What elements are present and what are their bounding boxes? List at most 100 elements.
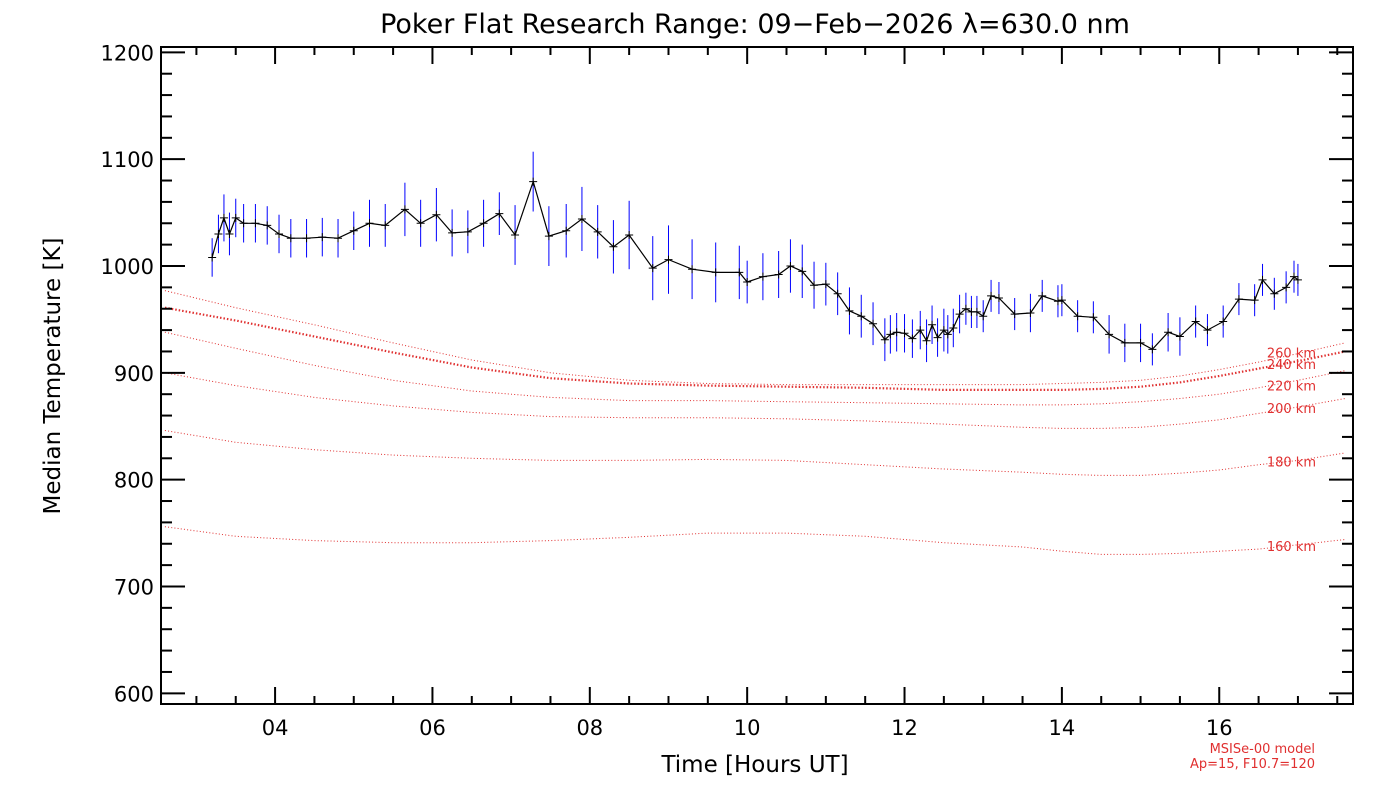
data-point xyxy=(1234,295,1243,304)
x-axis-label: Time [Hours UT] xyxy=(660,752,848,778)
measured-series xyxy=(208,151,1302,366)
y-tick-label: 1100 xyxy=(101,148,154,172)
x-tick-label: 08 xyxy=(576,716,603,740)
data-point xyxy=(365,219,374,228)
data-point xyxy=(511,231,520,240)
model-label-180-km: 180 km xyxy=(1267,455,1316,470)
data-point xyxy=(1105,330,1114,339)
data-point xyxy=(955,310,964,319)
x-tick-label: 10 xyxy=(734,716,761,740)
data-point xyxy=(1136,338,1145,347)
model-label-260-km: 260 km xyxy=(1267,347,1316,362)
data-point xyxy=(810,281,819,290)
y-tick-label: 700 xyxy=(114,575,154,599)
data-point xyxy=(1073,312,1082,321)
data-point xyxy=(880,335,889,344)
data-point xyxy=(1089,313,1098,322)
x-tick-label: 04 xyxy=(262,716,289,740)
data-point xyxy=(334,234,343,243)
x-tick-label: 12 xyxy=(891,716,918,740)
data-point xyxy=(625,231,634,240)
data-point xyxy=(1053,297,1062,306)
model-name-note: MSISe-00 model xyxy=(1210,742,1315,757)
data-point xyxy=(495,209,504,218)
data-point xyxy=(416,219,425,228)
data-point xyxy=(544,232,553,241)
data-point xyxy=(318,233,327,242)
data-point xyxy=(908,334,917,343)
data-point xyxy=(833,289,842,298)
data-point xyxy=(798,267,807,276)
y-tick-label: 600 xyxy=(114,682,154,706)
data-point xyxy=(349,226,358,235)
data-point xyxy=(648,264,657,273)
data-point xyxy=(219,213,228,222)
data-point xyxy=(943,330,952,339)
data-point xyxy=(593,227,602,236)
data-point xyxy=(1289,272,1298,281)
data-point xyxy=(743,278,752,287)
data-point xyxy=(400,205,409,214)
data-point xyxy=(263,221,272,230)
data-point xyxy=(251,219,260,228)
data-point xyxy=(1219,317,1228,326)
data-point xyxy=(869,319,878,328)
data-point xyxy=(1175,332,1184,341)
data-point xyxy=(774,270,783,279)
y-tick-label: 1000 xyxy=(101,255,154,279)
data-point xyxy=(711,268,720,277)
data-point xyxy=(928,320,937,329)
model-curve-240-km xyxy=(164,306,1346,391)
data-point xyxy=(961,304,970,313)
data-point xyxy=(735,268,744,277)
data-point xyxy=(208,253,217,262)
data-point xyxy=(892,328,901,337)
model-label-220-km: 220 km xyxy=(1267,379,1316,394)
data-point xyxy=(1270,289,1279,298)
data-point xyxy=(939,326,948,335)
data-point xyxy=(786,262,795,270)
data-point xyxy=(231,213,240,222)
data-point xyxy=(916,326,925,335)
data-point xyxy=(886,330,895,339)
x-tick-label: 16 xyxy=(1206,716,1233,740)
model-curve-220-km xyxy=(164,331,1346,406)
data-point xyxy=(1203,326,1212,335)
data-point xyxy=(758,272,767,281)
data-point xyxy=(577,214,586,223)
data-point xyxy=(1164,328,1173,337)
data-point xyxy=(214,229,223,238)
data-point xyxy=(972,307,981,316)
plot-frame xyxy=(160,46,1354,705)
data-point xyxy=(479,219,488,228)
data-point xyxy=(845,306,854,315)
x-tick-label: 14 xyxy=(1049,716,1076,740)
y-tick-label: 1200 xyxy=(101,41,154,65)
data-point xyxy=(1120,338,1129,347)
data-point xyxy=(1282,283,1291,292)
data-point xyxy=(857,312,866,321)
data-point xyxy=(609,242,618,251)
data-point xyxy=(463,227,472,236)
data-point xyxy=(922,336,931,345)
y-tick-label: 900 xyxy=(114,362,154,386)
data-point xyxy=(1057,296,1066,305)
data-point xyxy=(1191,317,1200,326)
data-point xyxy=(1038,291,1047,300)
data-point xyxy=(1026,309,1035,318)
data-point xyxy=(664,255,673,264)
data-point xyxy=(1250,296,1259,305)
chart-title: Poker Flat Research Range: 09−Feb−2026 λ… xyxy=(380,9,1130,40)
data-point xyxy=(1148,345,1157,354)
model-params-note: Ap=15, F10.7=120 xyxy=(1190,757,1315,772)
data-point xyxy=(987,291,996,300)
y-axis-label: Median Temperature [K] xyxy=(40,238,66,515)
data-point xyxy=(562,226,571,235)
data-point xyxy=(448,228,457,237)
model-curve-200-km xyxy=(164,372,1346,429)
data-point xyxy=(821,280,830,289)
data-point xyxy=(432,210,441,219)
